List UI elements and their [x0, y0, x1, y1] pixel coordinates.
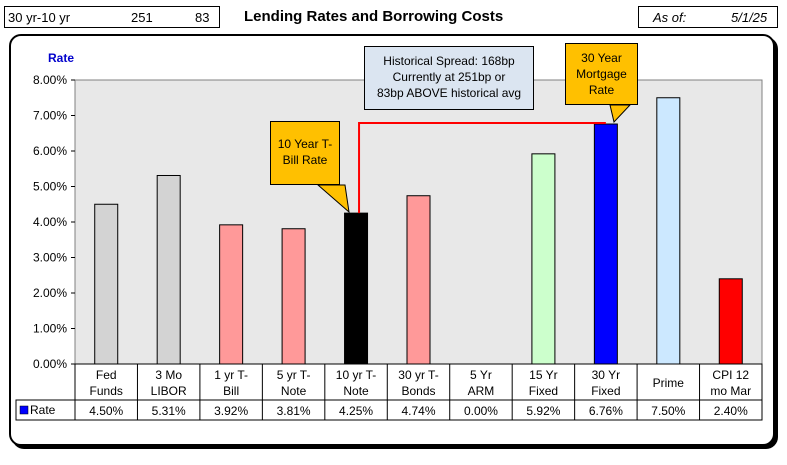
y-tick-label: 8.00%	[33, 73, 67, 87]
category-label-line2: Note	[281, 384, 307, 398]
category-label-line1: Fed	[96, 368, 117, 382]
category-label-line1: 30 Yr	[592, 368, 620, 382]
value-label: 3.92%	[214, 404, 248, 418]
y-tick-label: 0.00%	[33, 357, 67, 371]
as-of-date: 5/1/25	[731, 10, 768, 25]
page-title: Lending Rates and Borrowing Costs	[244, 8, 504, 25]
bar-5	[406, 195, 431, 365]
y-tick-label: 7.00%	[33, 109, 67, 123]
category-label-line2: Bill	[223, 384, 239, 398]
category-label-line1: 15 Yr	[529, 368, 557, 382]
spread-label: 30 yr-10 yr	[8, 10, 71, 25]
bar-3	[281, 228, 306, 365]
y-tick-label: 2.00%	[33, 286, 67, 300]
y-tick-label: 4.00%	[33, 215, 67, 229]
category-label-line1: 5 Yr	[470, 368, 492, 382]
bar-1	[156, 174, 181, 365]
bar-7	[531, 153, 556, 365]
value-label: 7.50%	[651, 404, 685, 418]
legend-entry: Rate	[30, 403, 56, 417]
bar-2	[219, 224, 244, 365]
category-label-line2: Bonds	[401, 384, 435, 398]
value-label: 5.92%	[526, 404, 560, 418]
data-table-header-row	[74, 363, 763, 401]
thirty-year-callout: 30 Year Mortgage Rate	[565, 43, 638, 105]
category-label-line2: Note	[343, 384, 369, 398]
bar-9	[656, 97, 681, 365]
value-label: 4.50%	[89, 404, 123, 418]
value-label: 4.25%	[339, 404, 373, 418]
above-average-value: 83	[195, 10, 210, 25]
category-label-line2: Funds	[90, 384, 123, 398]
y-axis-label: Rate	[48, 51, 74, 65]
value-label: 4.74%	[401, 404, 435, 418]
category-label-line2: LIBOR	[151, 384, 187, 398]
spread-line-1: Historical Spread: 168bp	[383, 54, 515, 68]
category-label-line2: ARM	[468, 384, 495, 398]
category-label-line1: 10 yr T-	[336, 368, 376, 382]
ten-year-callout: 10 Year T-Bill Rate	[270, 121, 340, 185]
spread-summary-box: 30 yr-10 yr 251 83	[4, 6, 220, 28]
y-tick-label: 3.00%	[33, 251, 67, 265]
bar-10	[718, 278, 743, 365]
ten-year-callout-pointer	[316, 184, 350, 214]
y-tick-label: 5.00%	[33, 180, 67, 194]
spread-line-3: 83bp ABOVE historical avg	[376, 86, 522, 100]
spread-value: 251	[131, 10, 153, 25]
category-label-line2: mo Mar	[710, 384, 751, 398]
y-tick-label: 1.00%	[33, 322, 67, 336]
value-label: 0.00%	[464, 404, 498, 418]
category-label-line2: Fixed	[529, 384, 558, 398]
as-of-label: As of:	[653, 10, 687, 25]
legend-swatch	[19, 405, 29, 415]
as-of-box: As of: 5/1/25	[638, 6, 778, 28]
data-table-values-row	[15, 399, 763, 421]
bar-0	[94, 203, 119, 365]
value-label: 5.31%	[152, 404, 186, 418]
category-label-line1: CPI 12	[712, 368, 749, 382]
spread-line-2: Currently at 251bp or	[392, 70, 506, 84]
spread-callout: Historical Spread: 168bp Currently at 25…	[364, 46, 534, 110]
value-label: 6.76%	[589, 404, 623, 418]
category-label: Prime	[653, 376, 685, 390]
category-label-line1: 1 yr T-	[214, 368, 248, 382]
spread-line	[358, 122, 606, 214]
bar-8	[593, 123, 618, 365]
value-label: 2.40%	[714, 404, 748, 418]
category-label-line1: 5 yr T-	[277, 368, 311, 382]
category-label-line2: Fixed	[591, 384, 620, 398]
category-label-line1: 3 Mo	[155, 368, 182, 382]
y-tick-label: 6.00%	[33, 144, 67, 158]
value-label: 3.81%	[277, 404, 311, 418]
bar-4	[344, 212, 369, 365]
category-label-line1: 30 yr T-	[398, 368, 438, 382]
thirty-year-callout-pointer	[609, 104, 632, 124]
